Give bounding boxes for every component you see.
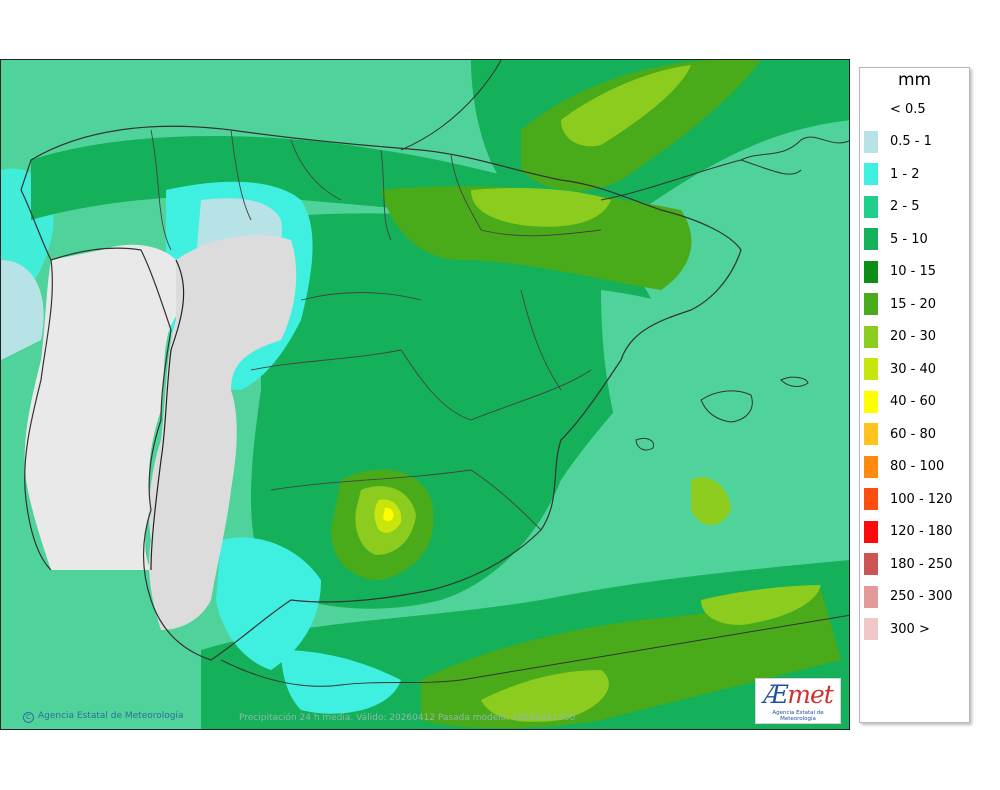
menorca <box>780 376 809 387</box>
map-caption: Precipitación 24 h media. Válido: 202604… <box>239 713 576 723</box>
pyrenees-border <box>600 159 802 201</box>
legend-label: 120 - 180 <box>890 524 953 539</box>
legend-label: 0.5 - 1 <box>890 134 932 149</box>
legend-panel: mm < 0.5 0.5 - 1 1 - 2 2 - 5 5 - 10 10 - 15 15… <box>859 67 970 723</box>
legend-item: 80 - 100 <box>864 455 945 478</box>
biscay-mid-area <box>521 60 761 191</box>
legend-swatch <box>864 585 878 608</box>
aemet-logo: Æmet Agencia Estatal de Meteorología <box>755 678 841 724</box>
gulf-cyan-area <box>281 650 401 714</box>
pyrenees-high-area <box>471 188 611 227</box>
legend-label: 10 - 15 <box>890 264 937 279</box>
logo-mark-b: met <box>787 680 834 709</box>
legend-swatch <box>864 553 878 575</box>
logo-mark: Æmet <box>756 681 840 709</box>
legend-swatch <box>864 390 878 413</box>
iberia-coastline <box>20 125 742 661</box>
legend-item: 100 - 120 <box>864 488 953 510</box>
andalusia-max-area <box>383 507 394 521</box>
legend-swatch <box>864 293 878 315</box>
legend-item: < 0.5 <box>864 98 926 120</box>
mallorca <box>700 390 753 423</box>
legend-label: 60 - 80 <box>890 426 937 442</box>
legend-swatch <box>864 195 878 218</box>
legend-swatch <box>864 423 878 445</box>
legend-item: 300 > <box>864 618 930 640</box>
legend-swatch <box>864 130 878 153</box>
legend-item: 60 - 80 <box>864 423 936 445</box>
legend-label: 5 - 10 <box>890 231 928 247</box>
ibiza <box>635 437 655 451</box>
legend-swatch <box>864 358 878 380</box>
western-spain-land <box>149 235 297 630</box>
legend-swatch <box>864 455 878 478</box>
map-canvas <box>1 60 849 729</box>
map-credit: C Agencia Estatal de Meteorología <box>23 711 184 723</box>
north-africa-coast <box>220 614 849 687</box>
portugal-coastline <box>24 259 53 571</box>
region-borders <box>150 129 602 531</box>
copyright-icon: C <box>23 712 34 723</box>
biscay-high-area <box>561 65 691 147</box>
legend-label: 40 - 60 <box>890 394 937 409</box>
legend-label: 1 - 2 <box>890 166 920 182</box>
algeria-high-area <box>701 585 821 625</box>
legend-item: 1 - 2 <box>864 163 920 185</box>
legend-item: 120 - 180 <box>864 520 953 543</box>
legend-label: < 0.5 <box>890 101 926 117</box>
atlantic-light-area <box>1 260 44 360</box>
legend-label: 80 - 100 <box>890 459 945 474</box>
north-africa-high-area <box>481 670 609 722</box>
legend-swatch <box>864 618 878 640</box>
france-coastline <box>400 60 502 151</box>
portugal-land <box>24 244 186 570</box>
legend-label: 300 > <box>890 621 930 637</box>
legend-unit: mm <box>897 70 932 90</box>
legend-swatch <box>864 325 878 348</box>
legend-item: 30 - 40 <box>864 358 936 380</box>
logo-mark-a: Æ <box>763 680 788 709</box>
legend-item: 10 - 15 <box>864 260 937 283</box>
legend-swatch <box>864 488 878 510</box>
legend-item: 20 - 30 <box>864 325 937 348</box>
legend-item: 40 - 60 <box>864 390 937 413</box>
legend-item: 0.5 - 1 <box>864 130 932 153</box>
legend-swatch <box>864 228 878 250</box>
balearic-patch <box>691 477 731 525</box>
gulf-of-lion-coast <box>740 136 849 161</box>
legend-label: 2 - 5 <box>890 199 920 214</box>
legend-item: 250 - 300 <box>864 585 953 608</box>
precipitation-map: C Agencia Estatal de Meteorología Precipi… <box>0 59 850 730</box>
legend-label: 30 - 40 <box>890 361 937 377</box>
portugal-border <box>150 259 185 571</box>
legend-swatch <box>864 520 878 543</box>
legend-label: 15 - 20 <box>890 296 937 312</box>
legend-item: 180 - 250 <box>864 553 953 575</box>
legend-item: 5 - 10 <box>864 228 928 250</box>
legend-label: 180 - 250 <box>890 556 953 572</box>
legend-item: 2 - 5 <box>864 195 920 218</box>
legend-label: 20 - 30 <box>890 329 937 344</box>
legend-label: 250 - 300 <box>890 589 953 604</box>
legend-label: 100 - 120 <box>890 491 953 507</box>
legend-swatch <box>864 98 878 120</box>
pyrenees-band <box>381 186 692 290</box>
legend-item: 15 - 20 <box>864 293 936 315</box>
credit-text: Agencia Estatal de Meteorología <box>38 711 184 721</box>
legend-swatch <box>864 163 878 185</box>
legend-swatch <box>864 260 878 283</box>
logo-subtitle: Agencia Estatal de Meteorología <box>772 710 824 722</box>
